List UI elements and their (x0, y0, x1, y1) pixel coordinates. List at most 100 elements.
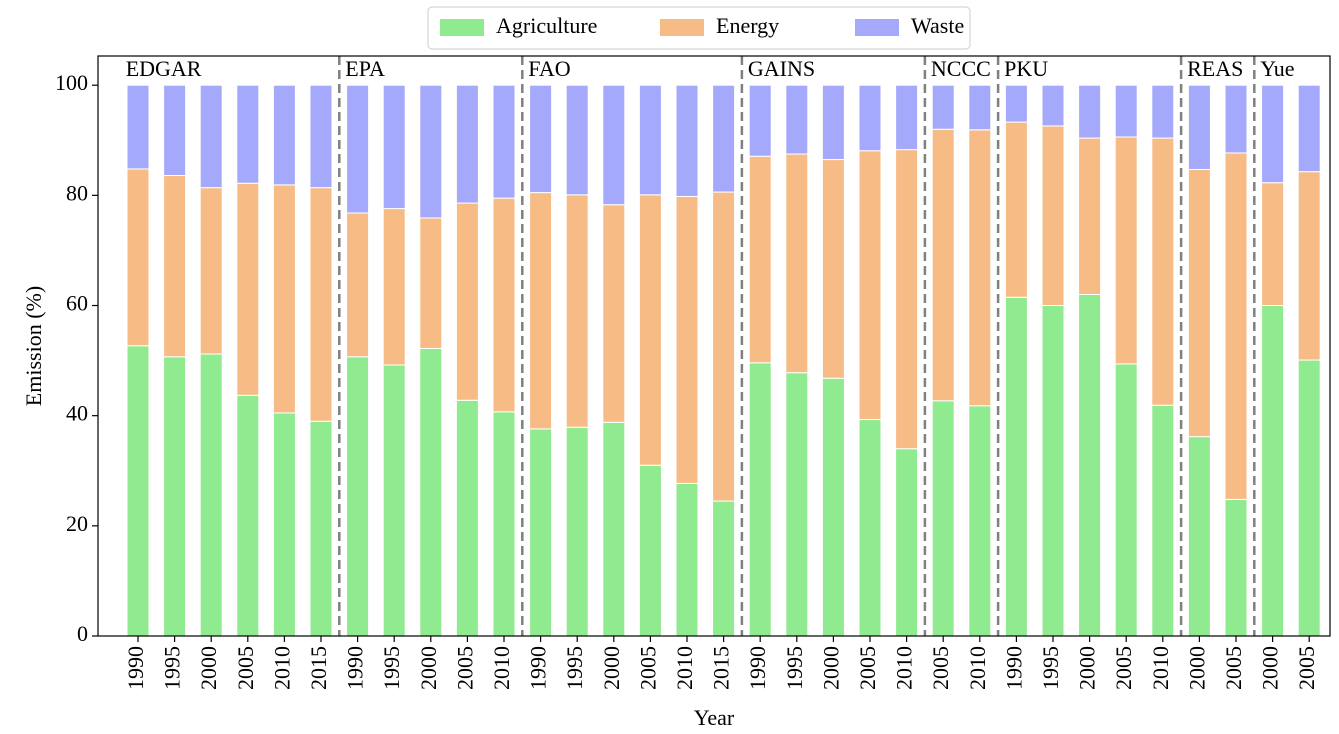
bar-segment (492, 411, 516, 637)
bar-segment (858, 419, 882, 637)
bar-segment (1261, 84, 1285, 184)
bar-segment (712, 84, 736, 193)
bar-segment (419, 217, 443, 349)
x-tick-label: 2005 (635, 646, 660, 690)
bar-segment (821, 377, 845, 637)
group-label: REAS (1187, 56, 1243, 81)
bar-segment (492, 197, 516, 413)
bar-segment (529, 428, 553, 637)
bar-segment (1114, 363, 1138, 637)
bar-segment (968, 405, 992, 637)
bar-segment (346, 84, 370, 214)
y-tick-label: 40 (66, 401, 88, 426)
bar-segment (309, 187, 333, 422)
bar-segment (126, 168, 150, 347)
bar-segment (1187, 84, 1211, 170)
bar-segment (1151, 404, 1175, 637)
x-tick-label: 1990 (526, 646, 551, 690)
y-tick-label: 60 (66, 291, 88, 316)
bar-segment (236, 182, 260, 396)
bar-segment (126, 84, 150, 170)
bar-segment (272, 84, 296, 186)
bar-segment (968, 129, 992, 407)
bar-segment (1078, 293, 1102, 637)
bar-segment (748, 155, 772, 364)
x-tick-label: 1990 (343, 646, 368, 690)
x-tick-label: 1995 (160, 646, 185, 690)
bar-segment (968, 84, 992, 131)
bar-segment (309, 420, 333, 637)
y-tick-label: 100 (55, 70, 88, 95)
bar-segment (272, 184, 296, 414)
bar-segment (785, 372, 809, 637)
bar-segment (309, 84, 333, 189)
bar-segment (1078, 137, 1102, 295)
x-tick-label: 1995 (1038, 646, 1063, 690)
bar-segment (1297, 359, 1321, 637)
y-tick-label: 20 (66, 511, 88, 536)
x-tick-label: 1995 (562, 646, 587, 690)
bar-segment (931, 84, 955, 130)
bar-segment (455, 202, 479, 401)
legend-label: Energy (716, 13, 779, 38)
x-tick-label: 1990 (745, 646, 770, 690)
bar-segment (1224, 152, 1248, 500)
bar-segment (1004, 121, 1028, 298)
bar-segment (199, 84, 223, 189)
x-tick-label: 2005 (855, 646, 880, 690)
bar-segment (675, 84, 699, 197)
legend-swatch (660, 19, 704, 36)
x-tick-label: 2005 (928, 646, 953, 690)
x-tick-label: 2015 (709, 646, 734, 690)
bar-segment (1004, 84, 1028, 123)
x-tick-label: 2000 (818, 646, 843, 690)
bar-segment (236, 84, 260, 184)
bar-segment (1041, 305, 1065, 637)
bar-segment (272, 412, 296, 637)
x-tick-label: 2000 (599, 646, 624, 690)
legend-label: Agriculture (496, 13, 597, 38)
bar-segment (675, 195, 699, 484)
bar-segment (1261, 305, 1285, 637)
bar-segment (895, 448, 919, 637)
bar-segment (785, 84, 809, 155)
bar-segment (1224, 84, 1248, 154)
bar-segment (638, 194, 662, 466)
bar-segment (748, 362, 772, 637)
bar-segment (382, 208, 406, 366)
bar-segment (748, 84, 772, 157)
bar-segment (931, 400, 955, 637)
bar-segment (602, 421, 626, 637)
x-tick-label: 2010 (1148, 646, 1173, 690)
bar-segment (1078, 84, 1102, 139)
bar-segment (858, 84, 882, 152)
legend-swatch (440, 19, 484, 36)
bar-segment (1297, 171, 1321, 361)
group-label: PKU (1004, 56, 1048, 81)
bar-segment (382, 364, 406, 637)
plot-frame (97, 55, 1331, 637)
bar-segment (638, 464, 662, 637)
x-tick-label: 1990 (123, 646, 148, 690)
x-tick-label: 2010 (892, 646, 917, 690)
bar-segment (1151, 137, 1175, 406)
y-axis-label: Emission (%) (21, 286, 46, 406)
bar-segment (858, 150, 882, 421)
bar-segment (602, 204, 626, 423)
bar-segment (1297, 84, 1321, 173)
y-tick-label: 0 (77, 621, 88, 646)
x-tick-label: 2010 (672, 646, 697, 690)
bar-segment (638, 84, 662, 196)
x-tick-label: 2005 (1111, 646, 1136, 690)
bar-segment (931, 128, 955, 402)
x-tick-label: 2005 (1221, 646, 1246, 690)
x-tick-label: 2000 (196, 646, 221, 690)
bar-segment (1004, 296, 1028, 637)
x-tick-label: 2000 (1075, 646, 1100, 690)
bar-segment (492, 84, 516, 199)
bar-segment (346, 356, 370, 637)
bar-segment (1187, 436, 1211, 637)
bar-segment (602, 84, 626, 206)
